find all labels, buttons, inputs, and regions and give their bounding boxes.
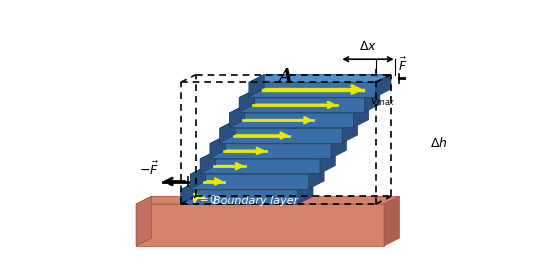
- Polygon shape: [249, 82, 375, 97]
- Text: A: A: [278, 68, 292, 86]
- Polygon shape: [180, 182, 196, 204]
- Polygon shape: [200, 151, 215, 173]
- Polygon shape: [342, 120, 358, 143]
- Text: $\Delta h$: $\Delta h$: [430, 136, 447, 150]
- Polygon shape: [200, 151, 335, 159]
- Polygon shape: [180, 182, 313, 190]
- Text: $-\vec{F}$: $-\vec{F}$: [138, 160, 159, 178]
- Polygon shape: [219, 128, 342, 143]
- Text: $v=0$: $v=0$: [191, 193, 218, 205]
- Polygon shape: [180, 190, 297, 204]
- Polygon shape: [136, 196, 151, 246]
- Polygon shape: [375, 74, 391, 97]
- Polygon shape: [210, 136, 347, 144]
- Polygon shape: [239, 90, 255, 112]
- Polygon shape: [384, 196, 399, 246]
- Polygon shape: [191, 167, 206, 189]
- Text: $\Delta x$: $\Delta x$: [359, 40, 377, 53]
- Polygon shape: [230, 105, 245, 127]
- Polygon shape: [354, 105, 368, 127]
- Polygon shape: [219, 120, 358, 128]
- Polygon shape: [230, 105, 368, 113]
- Text: $\vec{F}$: $\vec{F}$: [398, 57, 407, 74]
- Polygon shape: [210, 136, 225, 158]
- Text: $v_{max}$: $v_{max}$: [370, 96, 396, 108]
- Polygon shape: [365, 90, 380, 112]
- Polygon shape: [297, 182, 313, 204]
- Polygon shape: [136, 204, 384, 246]
- Polygon shape: [136, 196, 399, 204]
- Polygon shape: [230, 113, 354, 127]
- Polygon shape: [309, 167, 324, 189]
- Polygon shape: [249, 74, 264, 97]
- Polygon shape: [191, 167, 324, 174]
- Polygon shape: [191, 174, 309, 189]
- Text: Boundary layer: Boundary layer: [213, 196, 299, 206]
- Polygon shape: [320, 151, 335, 173]
- Polygon shape: [200, 159, 320, 173]
- Polygon shape: [219, 120, 235, 143]
- Polygon shape: [239, 90, 380, 98]
- Polygon shape: [239, 98, 365, 112]
- Polygon shape: [331, 136, 347, 158]
- Polygon shape: [210, 144, 331, 158]
- Polygon shape: [249, 74, 391, 82]
